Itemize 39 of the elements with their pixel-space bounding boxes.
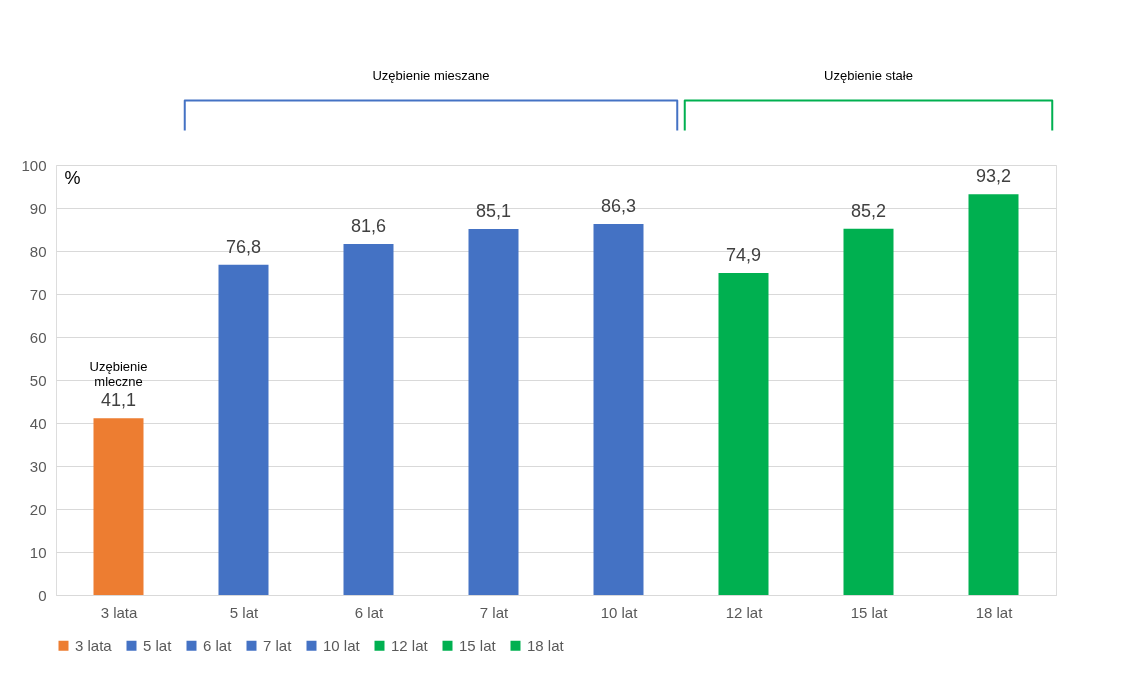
- y-tick-label: 80: [29, 242, 47, 260]
- y-tick-label: 30: [29, 457, 47, 475]
- y-tick-label: 90: [29, 199, 47, 217]
- legend-label: 7 lat: [263, 636, 293, 654]
- annotation: Uzębienie mleczne: [89, 359, 148, 390]
- legend-label: 5 lat: [143, 636, 173, 654]
- x-tick-label: 18 lat: [975, 603, 1014, 621]
- data-label: 86,3: [600, 195, 637, 216]
- y-tick-label: 0: [38, 586, 47, 604]
- legend-label: 6 lat: [203, 636, 233, 654]
- data-label: 85,2: [850, 200, 887, 221]
- x-tick-label: 5 lat: [229, 603, 259, 621]
- y-tick-label: 40: [29, 414, 47, 432]
- x-tick-label: 7 lat: [479, 603, 509, 621]
- data-label: 85,1: [475, 201, 512, 222]
- y-tick-label: 10: [29, 543, 47, 561]
- data-label: 93,2: [975, 166, 1012, 187]
- y-tick-label: 60: [29, 328, 47, 346]
- x-tick-label: 3 lata: [100, 603, 138, 621]
- legend-label: 12 lat: [391, 636, 429, 654]
- data-label: 41,1: [100, 390, 137, 411]
- text: Uzębienie stałe: [824, 68, 913, 84]
- y-tick-label: 50: [29, 371, 47, 389]
- legend-label: 15 lat: [459, 636, 497, 654]
- data-label: 74,9: [725, 244, 762, 265]
- y-tick-label: 100: [21, 156, 47, 174]
- y-axis-title: %: [64, 167, 81, 188]
- x-tick-label: 10 lat: [600, 603, 639, 621]
- legend-label: 18 lat: [527, 636, 565, 654]
- data-label: 76,8: [225, 236, 262, 257]
- y-tick-label: 70: [29, 285, 47, 303]
- data-label: 81,6: [350, 216, 387, 237]
- x-tick-label: 6 lat: [354, 603, 384, 621]
- legend-label: 3 lata: [75, 636, 113, 654]
- x-tick-label: 15 lat: [850, 603, 889, 621]
- text: Uzębienie mieszane: [372, 68, 490, 84]
- x-tick-label: 12 lat: [725, 603, 764, 621]
- legend-label: 10 lat: [323, 636, 361, 654]
- y-tick-label: 20: [29, 500, 47, 518]
